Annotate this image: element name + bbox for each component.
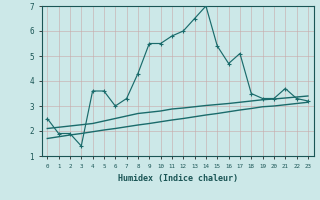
X-axis label: Humidex (Indice chaleur): Humidex (Indice chaleur) [118,174,237,183]
